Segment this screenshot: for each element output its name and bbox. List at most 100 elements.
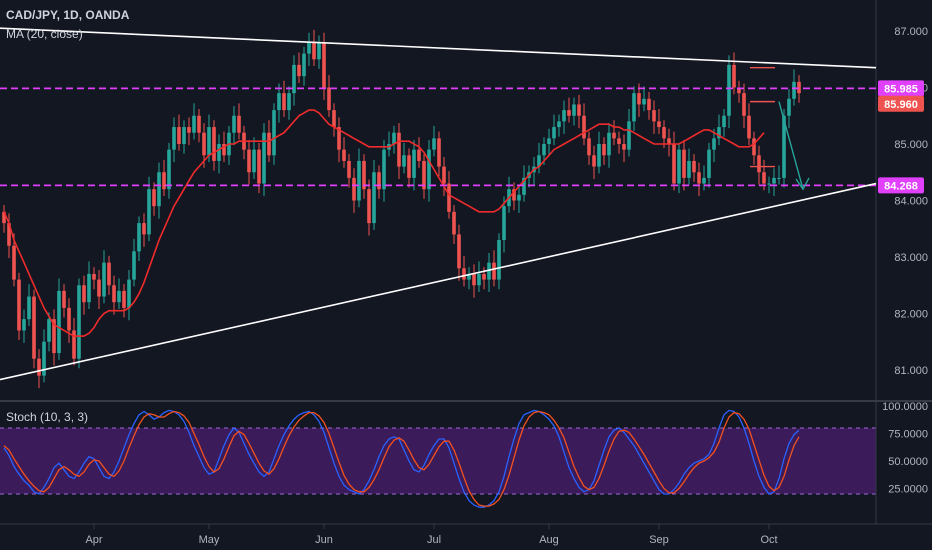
candle-body <box>207 127 211 156</box>
stoch-lines-group <box>3 409 800 508</box>
candle-body <box>42 341 46 376</box>
candle-body <box>217 144 221 161</box>
candle-body <box>7 223 11 246</box>
candle-body <box>277 93 281 111</box>
candle-body <box>417 149 421 161</box>
candle-body <box>502 206 506 241</box>
price-tick-label: 84.000 <box>894 196 928 208</box>
candle-body <box>77 285 81 359</box>
candle-body <box>177 127 181 144</box>
candle-body <box>482 273 486 280</box>
candle-body <box>157 172 161 207</box>
candle-body <box>307 42 311 54</box>
stoch-tick-label: 100.0000 <box>882 401 928 413</box>
candle-body <box>617 138 621 144</box>
candle-body <box>202 132 206 156</box>
candle-body <box>572 104 576 116</box>
candle-body <box>117 290 121 303</box>
candle-body <box>782 115 786 178</box>
candle-body <box>612 132 616 139</box>
candle-body <box>547 138 551 144</box>
candle-body <box>467 273 471 280</box>
lower-trendline <box>0 182 877 381</box>
ma-group <box>3 109 765 337</box>
candle-body <box>592 155 596 167</box>
candle-body <box>52 319 56 354</box>
candle-body <box>272 110 276 156</box>
candle-body <box>267 132 271 156</box>
candle-body <box>47 319 51 342</box>
candle-body <box>432 138 436 150</box>
candle-body <box>382 149 386 190</box>
candle-body <box>707 149 711 178</box>
candle-body <box>327 87 331 111</box>
candle-body <box>407 155 411 178</box>
candle-body <box>692 160 696 173</box>
candle-body <box>737 87 741 94</box>
candle-body <box>17 279 21 331</box>
candle-body <box>672 144 676 184</box>
candle-body <box>67 307 71 331</box>
candle-body <box>32 296 36 359</box>
candle-body <box>732 64 736 88</box>
time-tick-label: Jul <box>427 534 441 546</box>
candle-body <box>252 149 256 173</box>
drawings-group <box>0 27 877 381</box>
candle-body <box>517 194 521 201</box>
candle-body <box>587 138 591 156</box>
candle-body <box>362 160 366 190</box>
price-tick-label: 81.000 <box>894 365 928 377</box>
candle-body <box>27 296 31 320</box>
candle-body <box>457 234 461 269</box>
candle-body <box>422 160 426 190</box>
candle-body <box>622 144 626 150</box>
candle-body <box>192 115 196 133</box>
candle-body <box>57 290 61 354</box>
candle-body <box>107 262 111 286</box>
candle-body <box>577 104 581 116</box>
candle-body <box>492 262 496 280</box>
candle-body <box>232 115 236 133</box>
projection-arrow-head <box>795 177 810 191</box>
stoch-tick-label: 50.0000 <box>888 456 928 468</box>
candle-body <box>677 149 681 184</box>
candle-body <box>487 262 491 280</box>
time-tick-label: Aug <box>539 534 559 546</box>
candle-body <box>347 160 351 178</box>
candle-body <box>282 93 286 111</box>
candle-body <box>687 160 691 178</box>
candle-body <box>767 183 771 185</box>
candle-body <box>727 64 731 116</box>
candle-body <box>372 172 376 224</box>
candle-body <box>37 358 41 376</box>
candle-body <box>352 177 356 201</box>
price-tag-box <box>878 177 924 194</box>
candle-body <box>332 110 336 128</box>
candle-body <box>262 132 266 184</box>
candle-body <box>92 273 96 280</box>
candle-body <box>287 93 291 111</box>
candle-body <box>757 155 761 173</box>
candle-body <box>712 138 716 150</box>
candle-body <box>702 177 706 184</box>
candle-body <box>582 115 586 139</box>
upper-trendline <box>0 27 877 69</box>
candle-body <box>132 251 136 280</box>
candle-body <box>647 98 651 111</box>
candle-body <box>187 127 191 133</box>
projection-arrow-line <box>778 101 804 190</box>
price-tick-label: 87.000 <box>894 26 928 38</box>
candle-body <box>197 115 201 133</box>
candle-body <box>337 127 341 150</box>
candle-body <box>297 64 301 77</box>
candle-body <box>12 245 16 280</box>
price-tag-label: 85.985 <box>884 83 918 95</box>
candle-body <box>247 149 251 173</box>
candle-body <box>642 98 646 105</box>
price-tick-label: 82.000 <box>894 309 928 321</box>
candle-body <box>322 42 326 88</box>
candle-body <box>427 149 431 190</box>
candle-body <box>607 132 611 156</box>
candle-body <box>497 240 501 280</box>
candle-body <box>512 189 516 201</box>
